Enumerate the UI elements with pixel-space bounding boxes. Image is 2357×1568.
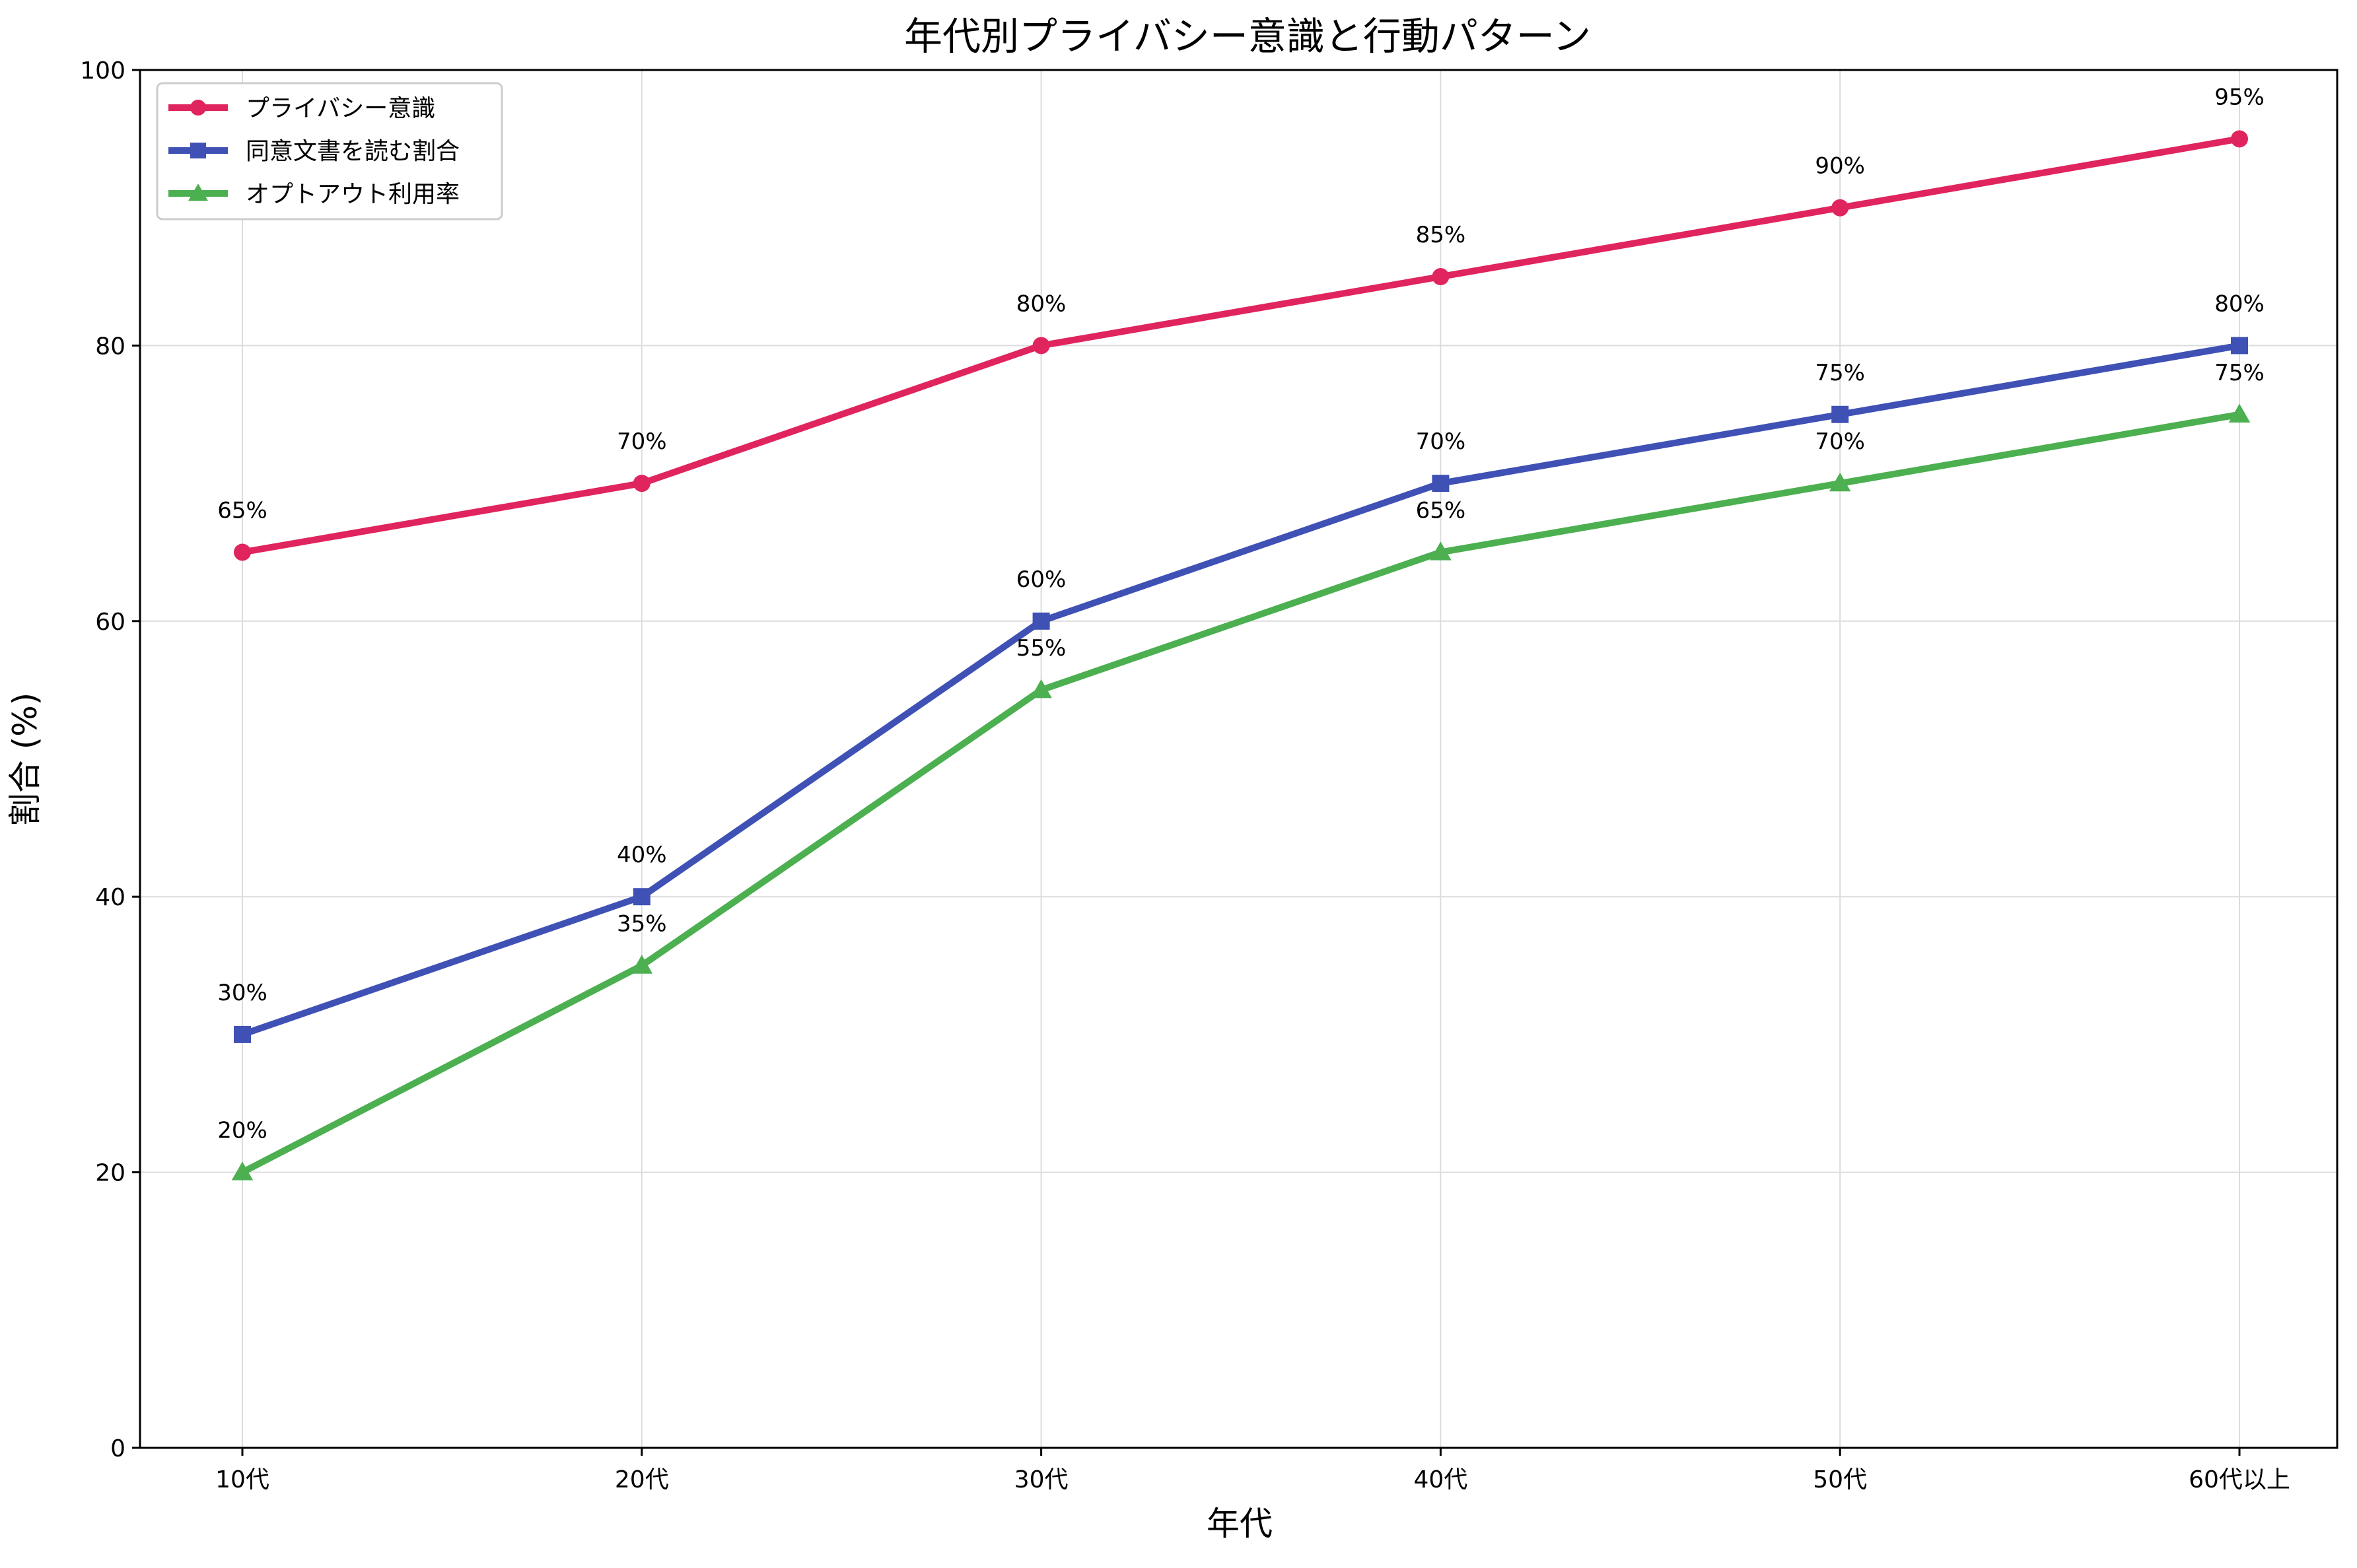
data-point — [1432, 268, 1450, 286]
series-line — [239, 135, 2243, 556]
legend-swatch-marker — [190, 100, 206, 116]
data-point — [1030, 679, 1052, 699]
data-point — [2231, 337, 2248, 355]
data-point — [633, 888, 651, 906]
data-label: 85% — [1416, 222, 1466, 248]
series-3: 20% 35% 55% 65% 70% 75% — [217, 360, 2265, 1180]
x-axis-title: 年代 — [1207, 1505, 1273, 1543]
chart-title: 年代別プライバシー意識と行動パターン — [904, 14, 1591, 59]
data-label: 70% — [1815, 428, 1865, 455]
data-point — [1831, 199, 1849, 217]
legend-label: 同意文書を読む割合 — [246, 138, 460, 165]
data-point — [234, 543, 251, 561]
x-tick-label: 20代 — [615, 1466, 669, 1493]
legend-item: 同意文書を読む割合 — [168, 138, 460, 165]
legend-swatch-marker — [188, 184, 208, 201]
legend-frame — [156, 82, 503, 221]
x-tick-label: 10代 — [215, 1466, 269, 1493]
series-group: 65% 70% 80% 85% 90% 95% 30% 40% 60% 70% 75% 80% 20% 3… — [217, 84, 2265, 1180]
data-label: 55% — [1016, 635, 1067, 662]
x-tick-label: 30代 — [1014, 1466, 1069, 1493]
plot-frame — [139, 69, 2339, 1449]
data-point — [234, 1025, 251, 1043]
data-label: 65% — [1416, 497, 1466, 524]
data-point — [1430, 541, 1452, 561]
y-tick-label: 60 — [95, 609, 125, 636]
data-label: 40% — [617, 842, 667, 868]
data-point — [631, 955, 653, 974]
series-2: 30% 40% 60% 70% 75% 80% — [217, 290, 2265, 1043]
legend-item: オプトアウト利用率 — [168, 181, 460, 208]
data-point — [2231, 130, 2248, 148]
data-label: 30% — [217, 980, 267, 1006]
data-point — [1032, 612, 1050, 630]
y-tick-label: 80 — [95, 333, 125, 360]
data-label: 75% — [1815, 360, 1865, 386]
x-tick-label: 60代以上 — [2189, 1466, 2290, 1493]
legend-label: オプトアウト利用率 — [246, 181, 460, 208]
data-label: 90% — [1815, 153, 1865, 180]
data-label: 35% — [617, 911, 667, 937]
x-tick-label: 40代 — [1413, 1466, 1467, 1493]
data-point — [1032, 337, 1050, 355]
legend-item: プライバシー意識 — [168, 95, 435, 122]
data-point — [1829, 472, 1851, 492]
y-tick-label: 20 — [95, 1160, 125, 1187]
y-tick-label: 40 — [95, 884, 125, 911]
data-label: 75% — [2214, 360, 2265, 386]
data-label: 70% — [617, 428, 667, 455]
data-point — [1432, 475, 1450, 493]
data-label: 80% — [2214, 290, 2265, 317]
y-tick-label: 0 — [110, 1435, 125, 1462]
series-line — [239, 411, 2243, 1176]
data-label: 95% — [2214, 84, 2265, 110]
legend-label: プライバシー意識 — [246, 95, 435, 122]
data-label: 20% — [217, 1118, 267, 1144]
data-label: 70% — [1416, 428, 1466, 455]
series-line — [239, 342, 2243, 1038]
data-point — [2228, 403, 2251, 423]
y-tick-label: 100 — [80, 57, 125, 85]
y-axis-title: 割合 (%) — [6, 693, 44, 826]
data-point — [1831, 405, 1849, 423]
legend-swatch-marker — [190, 143, 206, 158]
data-label: 65% — [217, 497, 267, 524]
data-label: 80% — [1016, 290, 1067, 317]
axis-ticks: 10代 20代 30代 40代 50代 60代以上 0 20 40 60 80 100 — [80, 57, 2290, 1493]
x-tick-label: 50代 — [1813, 1466, 1867, 1493]
data-point — [633, 475, 651, 493]
data-label: 60% — [1016, 566, 1067, 593]
data-point — [231, 1161, 254, 1180]
series-1: 65% 70% 80% 85% 90% 95% — [217, 84, 2265, 561]
